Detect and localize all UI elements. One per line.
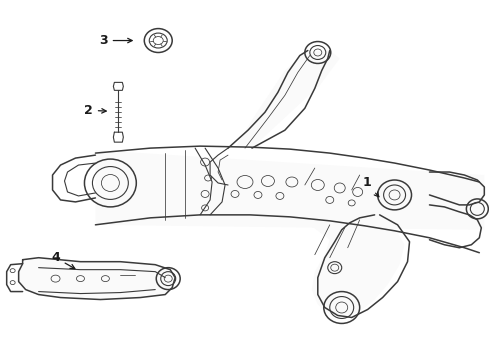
Polygon shape [19, 258, 175, 300]
Text: 1: 1 [362, 176, 379, 197]
Text: 2: 2 [84, 104, 106, 117]
Text: 3: 3 [99, 34, 132, 47]
Polygon shape [228, 50, 340, 148]
Text: 4: 4 [51, 251, 75, 269]
Polygon shape [290, 215, 405, 318]
Polygon shape [96, 150, 484, 230]
